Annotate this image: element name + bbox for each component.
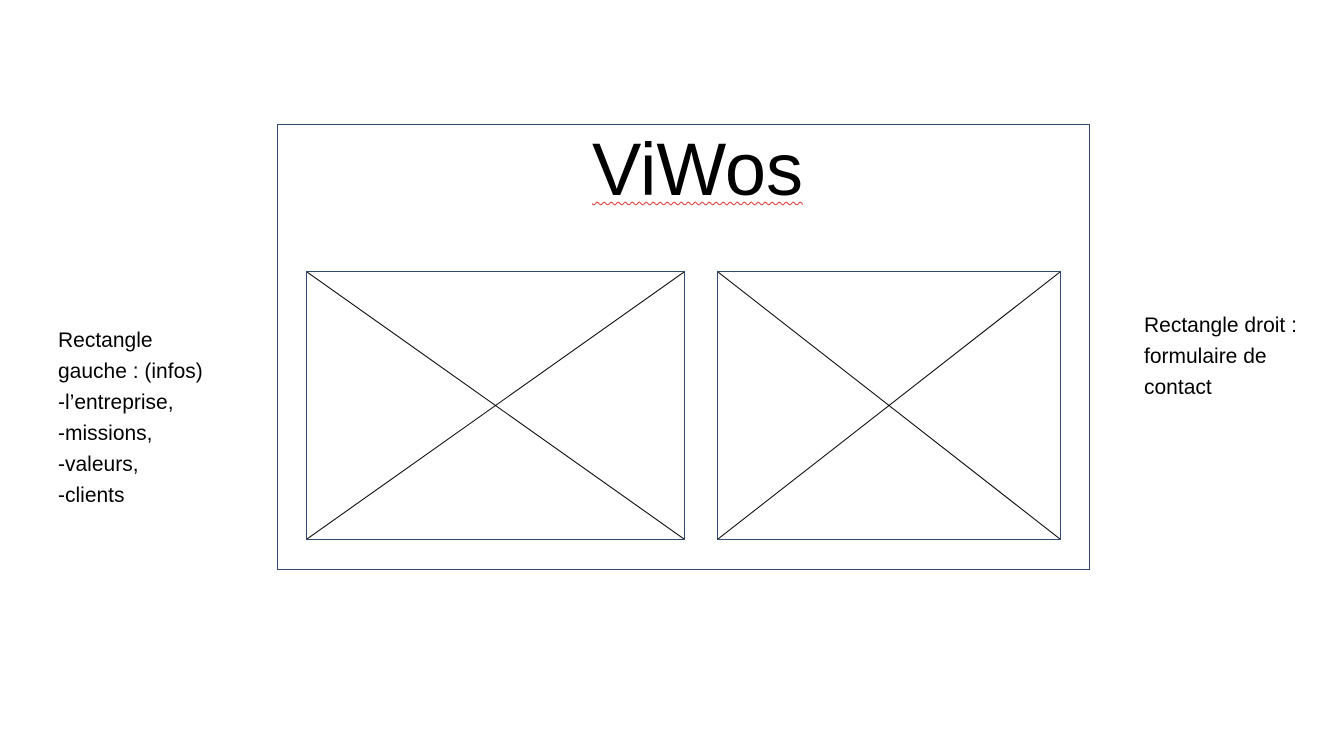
right-annotation-line: Rectangle droit : — [1144, 314, 1297, 337]
right-annotation-line: contact — [1144, 376, 1212, 399]
title-text: ViWos — [591, 128, 804, 211]
left-annotation-line: -valeurs, — [58, 453, 139, 476]
left-annotation: Rectangle gauche : (infos) -l’entreprise… — [58, 325, 203, 511]
left-annotation-line: -missions, — [58, 422, 153, 445]
right-image-placeholder — [717, 271, 1061, 540]
right-annotation: Rectangle droit : formulaire de contact — [1144, 310, 1297, 403]
placeholder-cross-icon — [307, 272, 684, 539]
wireframe-frame — [277, 124, 1090, 570]
left-annotation-line: -clients — [58, 484, 125, 507]
right-annotation-line: formulaire de — [1144, 345, 1267, 368]
page-title: ViWos — [0, 128, 1340, 212]
left-image-placeholder — [306, 271, 685, 540]
placeholder-cross-icon — [718, 272, 1060, 539]
left-annotation-line: Rectangle — [58, 329, 153, 352]
left-annotation-line: -l’entreprise, — [58, 391, 174, 414]
left-annotation-line: gauche : (infos) — [58, 360, 203, 383]
